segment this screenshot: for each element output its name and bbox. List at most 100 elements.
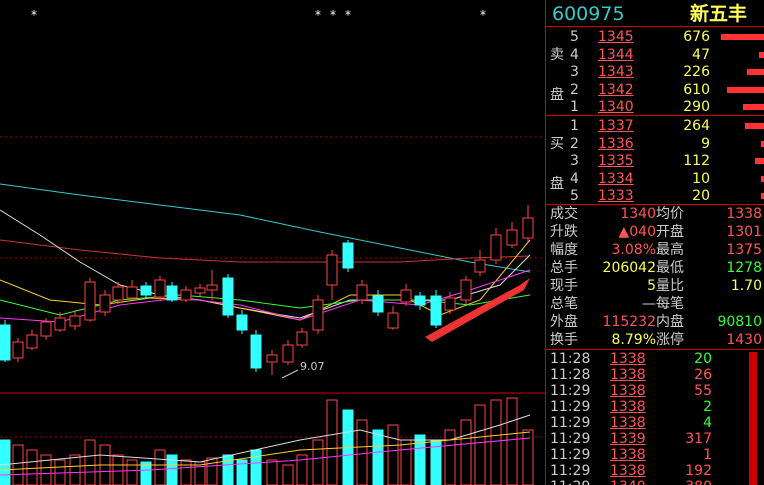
volume: 226 [683, 64, 710, 80]
stat-label: 现手 [550, 278, 578, 294]
price: 1343 [598, 64, 634, 80]
trade-volume: 26 [694, 367, 712, 383]
stat-label: 均价 [656, 206, 684, 222]
side-label: 盘 [550, 87, 564, 103]
volume: 10 [692, 170, 710, 187]
level: 5 [570, 188, 579, 204]
trade-time: 11:29 [550, 415, 591, 431]
stat-label: 量比 [656, 278, 684, 294]
stat-value: 1430 [726, 332, 762, 348]
stat-label: 总手 [550, 260, 578, 276]
level: 5 [570, 29, 579, 45]
trade-volume: 380 [666, 478, 712, 485]
volume-bar [387, 424, 399, 485]
trade-time: 11:29 [550, 399, 591, 415]
stat-value: 1278 [726, 260, 762, 276]
candle-body [250, 334, 262, 369]
volume-bar [250, 449, 262, 485]
volume: 290 [683, 99, 710, 115]
markers: * * * * * [31, 8, 486, 22]
trade-time: 11:29 [550, 447, 591, 463]
volume-bar [26, 449, 38, 485]
stat-label: 最高 [656, 242, 684, 258]
candle-body [40, 321, 52, 337]
scrollbar[interactable] [749, 352, 757, 485]
candle-body [266, 354, 278, 363]
stat-label: 升跌 [550, 224, 578, 240]
volume-bar [40, 454, 52, 485]
volume: 676 [683, 29, 710, 45]
stat-label: 开盘 [656, 224, 684, 240]
volume-bar [372, 429, 384, 485]
vol-ma [0, 437, 531, 476]
trade-price: 1340 [610, 478, 646, 485]
volume-bar [112, 454, 124, 485]
stat-value: 115232 [602, 314, 656, 330]
ma-line [0, 183, 531, 273]
price: 1337 [598, 118, 634, 134]
level: 1 [570, 99, 579, 115]
stat-value: — [642, 296, 656, 312]
depth-bar [761, 193, 764, 199]
stat-value: ▲040 [618, 224, 657, 240]
stat-label: 外盘 [550, 314, 578, 330]
candle-body [54, 317, 66, 331]
stock-code: 600975 [552, 3, 625, 25]
volume: 112 [683, 153, 710, 169]
candle-body [387, 312, 399, 329]
candle-body [154, 279, 166, 298]
level: 1 [570, 118, 579, 134]
candle-body [140, 285, 152, 296]
candle-body [296, 331, 308, 346]
candle-body [222, 277, 234, 316]
level: 3 [570, 64, 579, 80]
side-label: 卖 [550, 47, 564, 63]
stat-label: 幅度 [550, 242, 578, 258]
separator [546, 204, 764, 205]
volume-bar [140, 461, 152, 485]
volume: 610 [683, 81, 710, 98]
annotation-leader [281, 369, 299, 379]
candle-body [194, 287, 206, 294]
volume-bar [326, 399, 338, 485]
price: 1336 [598, 135, 634, 152]
candle-body [112, 286, 124, 301]
candle-body [326, 254, 338, 286]
level: 4 [570, 46, 579, 63]
volume-bar [490, 399, 502, 485]
candle-body [342, 242, 354, 269]
low-annotation: 9.07 [300, 360, 325, 373]
volume-bar [400, 439, 412, 485]
candle-body [490, 234, 502, 261]
level: 2 [570, 135, 579, 152]
level: 2 [570, 81, 579, 98]
volume-bars [0, 397, 534, 485]
price: 1335 [598, 153, 634, 169]
stat-value: 5 [647, 278, 656, 294]
trade-time: 11:29 [550, 478, 590, 485]
trade-time: 11:29 [550, 463, 591, 479]
volume-bar [460, 419, 472, 485]
trade-price: 1338 [610, 415, 646, 431]
depth-bar [755, 158, 764, 164]
candle-body [99, 294, 111, 313]
separator [546, 115, 764, 116]
candle-body [180, 289, 192, 301]
volume: 9 [701, 135, 710, 152]
stat-label: 内盘 [656, 314, 684, 330]
candle-body [26, 334, 38, 349]
quote-panel: 600975 新五丰卖盘 5 1345 676 4 1344 47 3 1343 226 2 1342 6… [545, 0, 764, 485]
volume-bar [282, 464, 294, 485]
stat-value: 206042 [602, 260, 656, 276]
level: 4 [570, 170, 579, 187]
trade-volume: 317 [685, 431, 712, 447]
vol-ma [0, 414, 531, 466]
trade-price: 1338 [610, 367, 646, 383]
price: 1345 [598, 29, 634, 45]
depth-bar [759, 51, 764, 58]
candle-body [0, 324, 11, 361]
trade-volume: 192 [685, 463, 712, 479]
candle-body [206, 284, 218, 291]
stat-label: 涨停 [656, 332, 684, 348]
